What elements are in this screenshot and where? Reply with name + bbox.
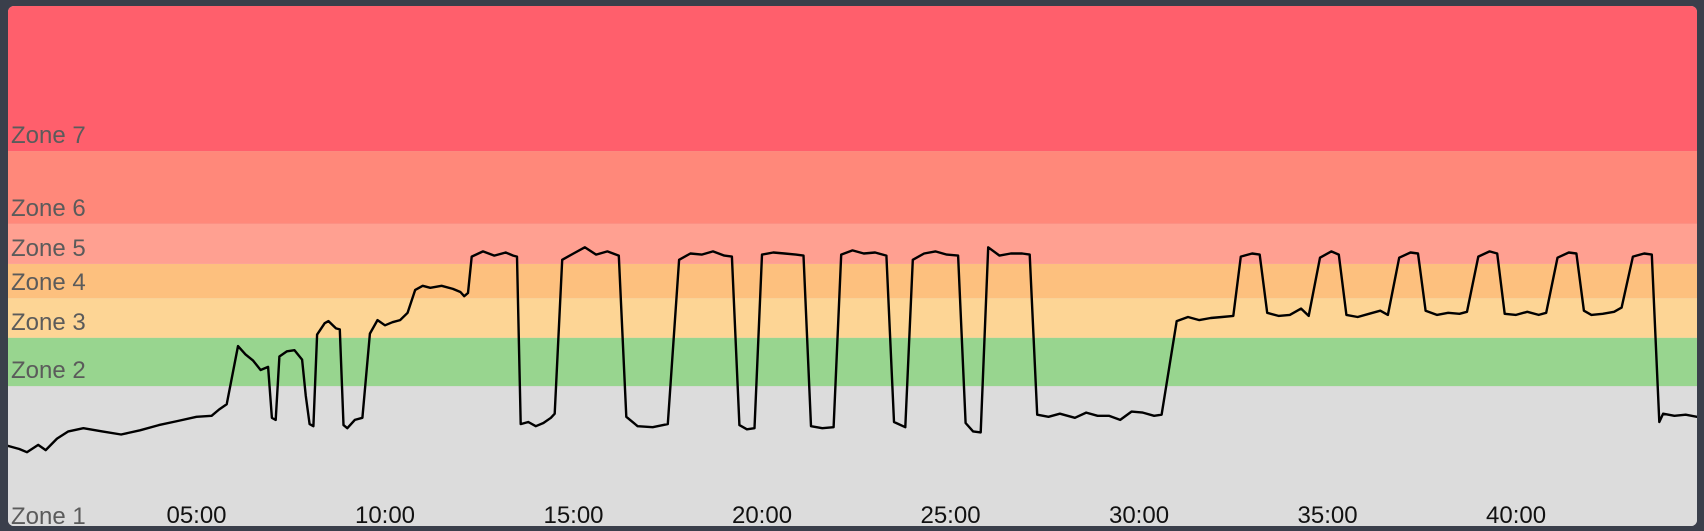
zone-band [8,298,1697,338]
zone-label: Zone 1 [11,503,86,526]
zone-band [8,263,1697,299]
zone-band [8,337,1697,387]
x-tick-label: 20:00 [732,502,792,526]
zone-bands [8,6,1697,526]
x-tick-label: 05:00 [166,502,226,526]
zone-label: Zone 2 [11,357,86,384]
zone-label: Zone 3 [11,309,86,336]
zone-band [8,151,1697,224]
zone-label: Zone 5 [11,235,86,262]
zone-labels: Zone 1 Zone 2 Zone 3 Zone 4 Zone 5 Zone 6 Zone… [11,122,86,526]
x-tick-label: 40:00 [1486,502,1546,526]
zone-band [8,386,1697,526]
zone-chart-panel: Zone 1 Zone 2 Zone 3 Zone 4 Zone 5 Zone 6 Zone… [8,6,1697,526]
zone-chart: Zone 1 Zone 2 Zone 3 Zone 4 Zone 5 Zone 6 Zone… [8,6,1697,526]
zone-band [8,6,1697,152]
zone-label: Zone 7 [11,122,86,149]
x-tick-label: 10:00 [355,502,415,526]
zone-label: Zone 6 [11,195,86,222]
zone-label: Zone 4 [11,269,86,296]
x-axis-ticks: 05:00 10:00 15:00 20:00 25:00 30:00 35:00 40:00 [166,502,1546,526]
x-tick-label: 15:00 [543,502,603,526]
series-line [8,246,1697,454]
zone-band [8,223,1697,264]
x-tick-label: 25:00 [920,502,980,526]
x-tick-label: 35:00 [1298,502,1358,526]
x-tick-label: 30:00 [1109,502,1169,526]
